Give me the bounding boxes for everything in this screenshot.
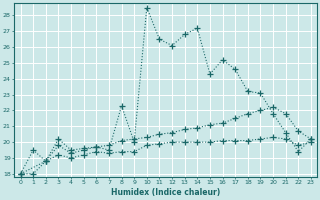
X-axis label: Humidex (Indice chaleur): Humidex (Indice chaleur) <box>111 188 220 197</box>
